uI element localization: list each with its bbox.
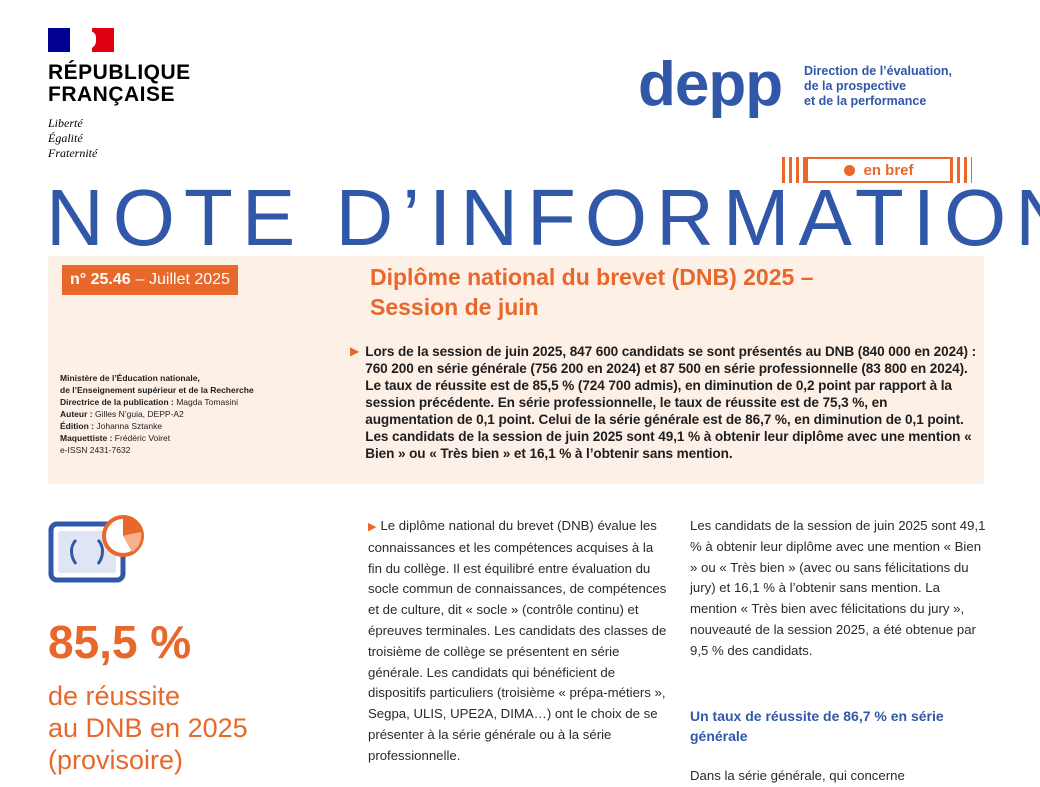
republique-francaise-logo: RÉPUBLIQUE FRANÇAISE Liberté Égalité Fra… — [48, 28, 238, 161]
section-subheading: Un taux de réussite de 86,7 % en série g… — [690, 708, 944, 744]
triangle-right-icon: ▶ — [350, 344, 360, 358]
triangle-right-icon: ▶ — [368, 521, 377, 533]
marianne-flag-icon — [48, 28, 114, 52]
republique-motto: Liberté Égalité Fraternité — [48, 116, 98, 160]
republique-name: RÉPUBLIQUE FRANÇAISE — [48, 61, 191, 106]
body-column-2-continued: Dans la série générale, qui concerne — [690, 768, 905, 783]
issue-badge: n° 25.46 – Juillet 2025 — [62, 265, 238, 295]
headline: Diplôme national du brevet (DNB) 2025 – … — [370, 264, 814, 320]
credit-line: de l’Enseignement supérieur et de la Rec… — [60, 385, 254, 395]
en-bref-tag: en bref — [806, 157, 952, 183]
credit-line: Auteur : Gilles N’guia, DEPP-A2 — [60, 409, 184, 419]
depp-logo: depp — [638, 50, 783, 119]
credit-line: Directrice de la publication : Magda Tom… — [60, 397, 238, 407]
summary-block: ▶ Lors de la session de juin 2025, 847 6… — [350, 343, 978, 462]
credits: Ministère de l’Éducation nationale, de l… — [60, 372, 310, 456]
publication-title: NOTE D’INFORMATION — [46, 173, 1040, 262]
summary-text: Lors de la session de juin 2025, 847 600… — [365, 344, 977, 461]
credit-line: Maquettiste : Frédéric Voiret — [60, 433, 171, 443]
body-column-1: ▶ Le diplôme national du brevet (DNB) éva… — [368, 518, 667, 763]
diploma-chart-icon — [48, 515, 144, 583]
credit-line: Ministère de l’Éducation nationale, — [60, 373, 200, 383]
body-column-2: Les candidats de la session de juin 2025… — [690, 518, 986, 658]
credit-line: e-ISSN 2431-7632 — [60, 445, 131, 455]
credit-line: Édition : Johanna Sztanke — [60, 421, 163, 431]
stat-caption: de réussite au DNB en 2025 (provisoire) — [48, 681, 248, 775]
dot-icon — [844, 164, 856, 176]
stat-value: 85,5 % — [48, 616, 192, 668]
depp-subtitle: Direction de l’évaluation, de la prospec… — [804, 64, 952, 108]
